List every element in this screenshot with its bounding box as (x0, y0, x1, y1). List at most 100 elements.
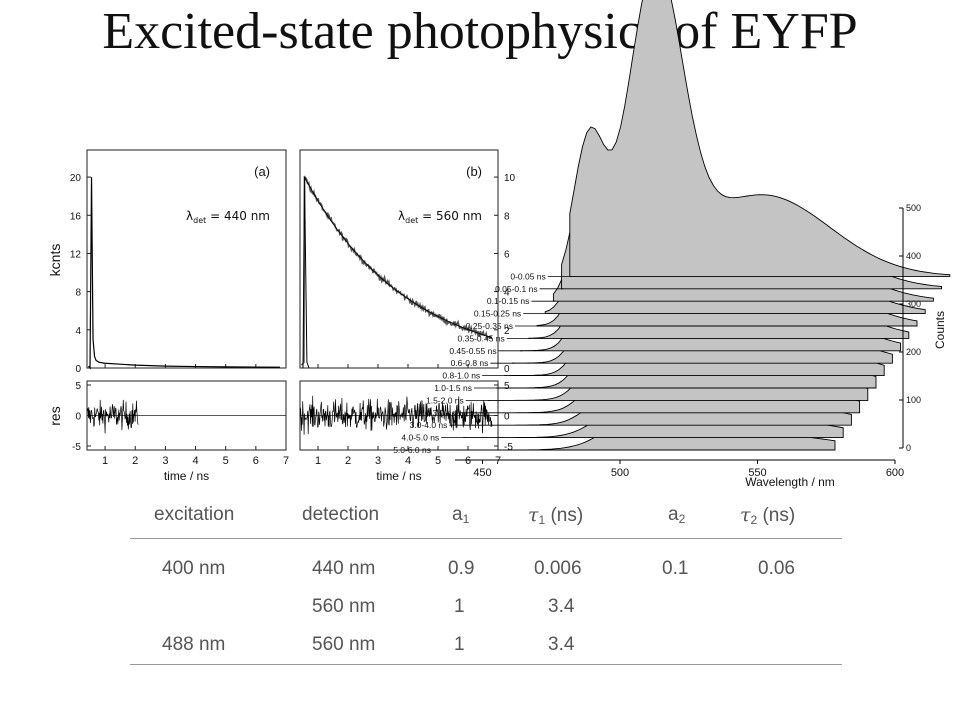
cell-excitation: 400 nm (162, 558, 226, 579)
lambda-symbol: λ (186, 209, 193, 223)
counts-axis-label: Counts (933, 311, 947, 349)
x-tick-label: 2 (345, 455, 351, 467)
detection-wavelength-annotation: λdet = 440 nm (186, 209, 270, 225)
x-tick-label: 4 (192, 455, 198, 467)
res-y-tick-label: 0 (75, 412, 81, 423)
counts-tick-label: 500 (906, 203, 921, 213)
x-axis-label: Wavelength / nm (745, 475, 835, 489)
header-a1: a1 (452, 504, 469, 526)
counts-tick-label: 0 (906, 443, 911, 453)
cell-a1: 1 (454, 634, 465, 655)
x-tick-label: 1 (315, 455, 321, 467)
detection-wavelength-annotation: λdet = 560 nm (398, 209, 482, 225)
header-a2-sub: 2 (678, 512, 686, 526)
table-rule-bottom (130, 664, 842, 665)
cell-detection: 560 nm (312, 634, 376, 655)
y-tick-label: 16 (70, 211, 82, 222)
decay-fit (304, 176, 493, 339)
y-tick-label: 8 (504, 211, 510, 222)
time-window-label: 4.0-5.0 ns (401, 433, 439, 443)
time-window-label: 0.25-0.35 ns (466, 321, 513, 331)
time-window-label: 0.35-0.45 ns (458, 333, 505, 343)
header-tau1-unit: (ns) (550, 505, 584, 526)
header-tau1-sub: 1 (538, 513, 546, 527)
y-tick-label: 0 (504, 364, 510, 375)
decay-curve (88, 177, 280, 370)
header-tau1-symbol: τ (528, 504, 539, 526)
y-tick-label: 8 (75, 288, 81, 299)
y-tick-label: 4 (504, 288, 510, 299)
y-tick-label: 10 (504, 173, 516, 184)
counts-tick-label: 400 (906, 251, 921, 261)
x-tick-label: 500 (611, 467, 629, 479)
residual-trace (299, 395, 493, 435)
table-row: 400 nm 440 nm 0.9 0.006 0.1 0.06 (130, 552, 842, 590)
page-title: Excited-state photophysics of EYFP (102, 3, 858, 60)
lambda-value: = 560 nm (418, 209, 482, 223)
lambda-symbol: λ (398, 209, 405, 223)
irf-spike (302, 177, 310, 369)
panel-b: 0 2 4 6 8 10 -5 0 5 1 2 3 4 5 6 7 time / ns (b) λdet = 560… (299, 149, 516, 483)
cell-detection: 440 nm (312, 558, 376, 579)
lambda-subscript: det (193, 216, 206, 225)
table-rule-top (130, 538, 842, 539)
header-tau2-symbol: τ (740, 504, 751, 526)
residual-axis-label: res (47, 406, 63, 425)
time-window-label: 1.5-2.0 ns (426, 395, 464, 405)
res-y-tick-label: 5 (504, 381, 510, 392)
residual-trace (86, 399, 139, 434)
x-tick-label: 7 (283, 455, 289, 467)
time-window-label: 0.8-1.0 ns (442, 371, 480, 381)
lambda-subscript: det (405, 216, 418, 225)
x-axis-label: time / ns (376, 469, 421, 483)
x-tick-label: 2 (132, 455, 138, 467)
x-tick-label: 5 (223, 455, 229, 467)
cell-detection: 560 nm (312, 596, 376, 617)
header-tau2-sub: 2 (750, 513, 758, 527)
header-excitation: excitation (154, 504, 235, 525)
y-tick-label: 2 (504, 326, 510, 337)
time-window-label: 0-0.05 ns (510, 271, 545, 281)
x-tick-label: 5 (435, 455, 441, 467)
y-tick-label: 0 (75, 364, 81, 375)
y-tick-label: 4 (75, 326, 81, 337)
time-window-label: 5.0-6.0 ns (393, 445, 431, 455)
cell-a1: 0.9 (448, 558, 475, 579)
header-a1-symbol: a (452, 504, 463, 525)
plot-frame (299, 149, 499, 369)
cell-a1: 1 (454, 596, 465, 617)
x-tick-label: 3 (375, 455, 381, 467)
cell-tau1: 3.4 (548, 596, 575, 617)
y-tick-label: 6 (504, 249, 510, 260)
header-tau2-unit: (ns) (762, 505, 796, 526)
time-window-label: 0.1-0.15 ns (487, 296, 530, 306)
time-window-label: 0.6-0.8 ns (451, 358, 489, 368)
cell-excitation: 488 nm (162, 634, 226, 655)
header-a1-sub: 1 (462, 512, 470, 526)
x-tick-label: 450 (473, 467, 491, 479)
cell-tau1: 3.4 (548, 634, 575, 655)
x-tick-label: 1 (102, 455, 108, 467)
plot-frame (86, 149, 287, 369)
header-detection: detection (302, 504, 380, 525)
time-window-label: 0.15-0.25 ns (474, 309, 521, 319)
table-header-row: excitation detection a1 τ1 (ns) a2 τ2 (n… (130, 498, 842, 536)
res-y-tick-label: 0 (504, 412, 510, 423)
header-a2: a2 (668, 504, 685, 526)
header-tau2: τ2 (ns) (740, 504, 795, 527)
lifetime-table: excitation detection a1 τ1 (ns) a2 τ2 (n… (130, 498, 842, 666)
spectrum-trace (569, 0, 951, 277)
table-row: 560 nm 1 3.4 (130, 590, 842, 628)
time-window-label: 2.0-3.0 ns (418, 408, 456, 418)
res-y-tick-label: -5 (504, 442, 513, 453)
time-window-label: 1.0-1.5 ns (434, 383, 472, 393)
counts-tick-label: 200 (906, 347, 921, 357)
panel-c-3d-spectra: 5.0-6.0 ns 4.0-5.0 ns 3.0-4.0 ns 2.0-3.0 ns… (393, 0, 951, 489)
time-window-label: 3.0-4.0 ns (410, 420, 448, 430)
res-y-tick-label: -5 (72, 442, 81, 453)
x-axis-label: time / ns (164, 469, 209, 483)
cell-tau1: 0.006 (534, 558, 582, 579)
x-tick-label: 3 (162, 455, 168, 467)
x-tick-label: 6 (253, 455, 259, 467)
